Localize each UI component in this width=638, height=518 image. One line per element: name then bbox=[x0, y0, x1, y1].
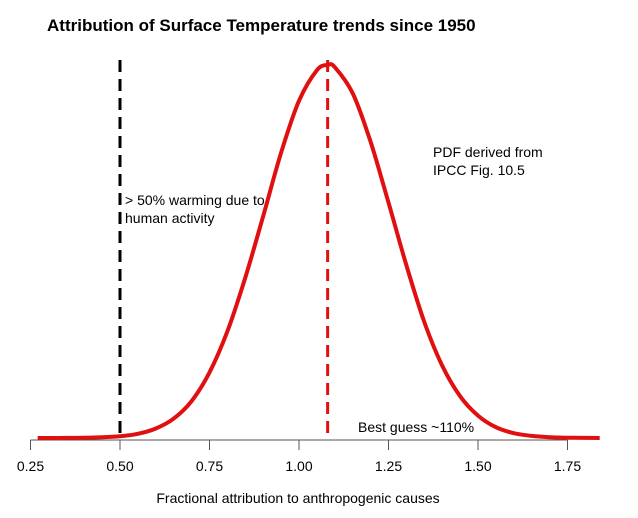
x-tick-label: 1.50 bbox=[464, 458, 491, 474]
threshold-annotation: > 50% warming due to human activity bbox=[125, 192, 265, 226]
x-tick-label: 0.75 bbox=[196, 458, 223, 474]
pdf-curve bbox=[37, 62, 600, 440]
x-tick-label: 1.25 bbox=[375, 458, 402, 474]
x-tick-label: 0.25 bbox=[17, 458, 44, 474]
chart-title: Attribution of Surface Temperature trend… bbox=[47, 16, 476, 35]
x-tick-label: 1.75 bbox=[554, 458, 581, 474]
best-guess-annotation: Best guess ~110% bbox=[358, 419, 474, 435]
x-tick-label: 0.50 bbox=[106, 458, 133, 474]
x-axis-label: Fractional attribution to anthropogenic … bbox=[156, 490, 439, 506]
source-annotation: PDF derived from IPCC Fig. 10.5 bbox=[433, 144, 543, 178]
x-tick-label: 1.00 bbox=[285, 458, 312, 474]
x-axis: 0.25 0.50 0.75 1.00 1.25 1.50 1.75 bbox=[17, 439, 581, 474]
